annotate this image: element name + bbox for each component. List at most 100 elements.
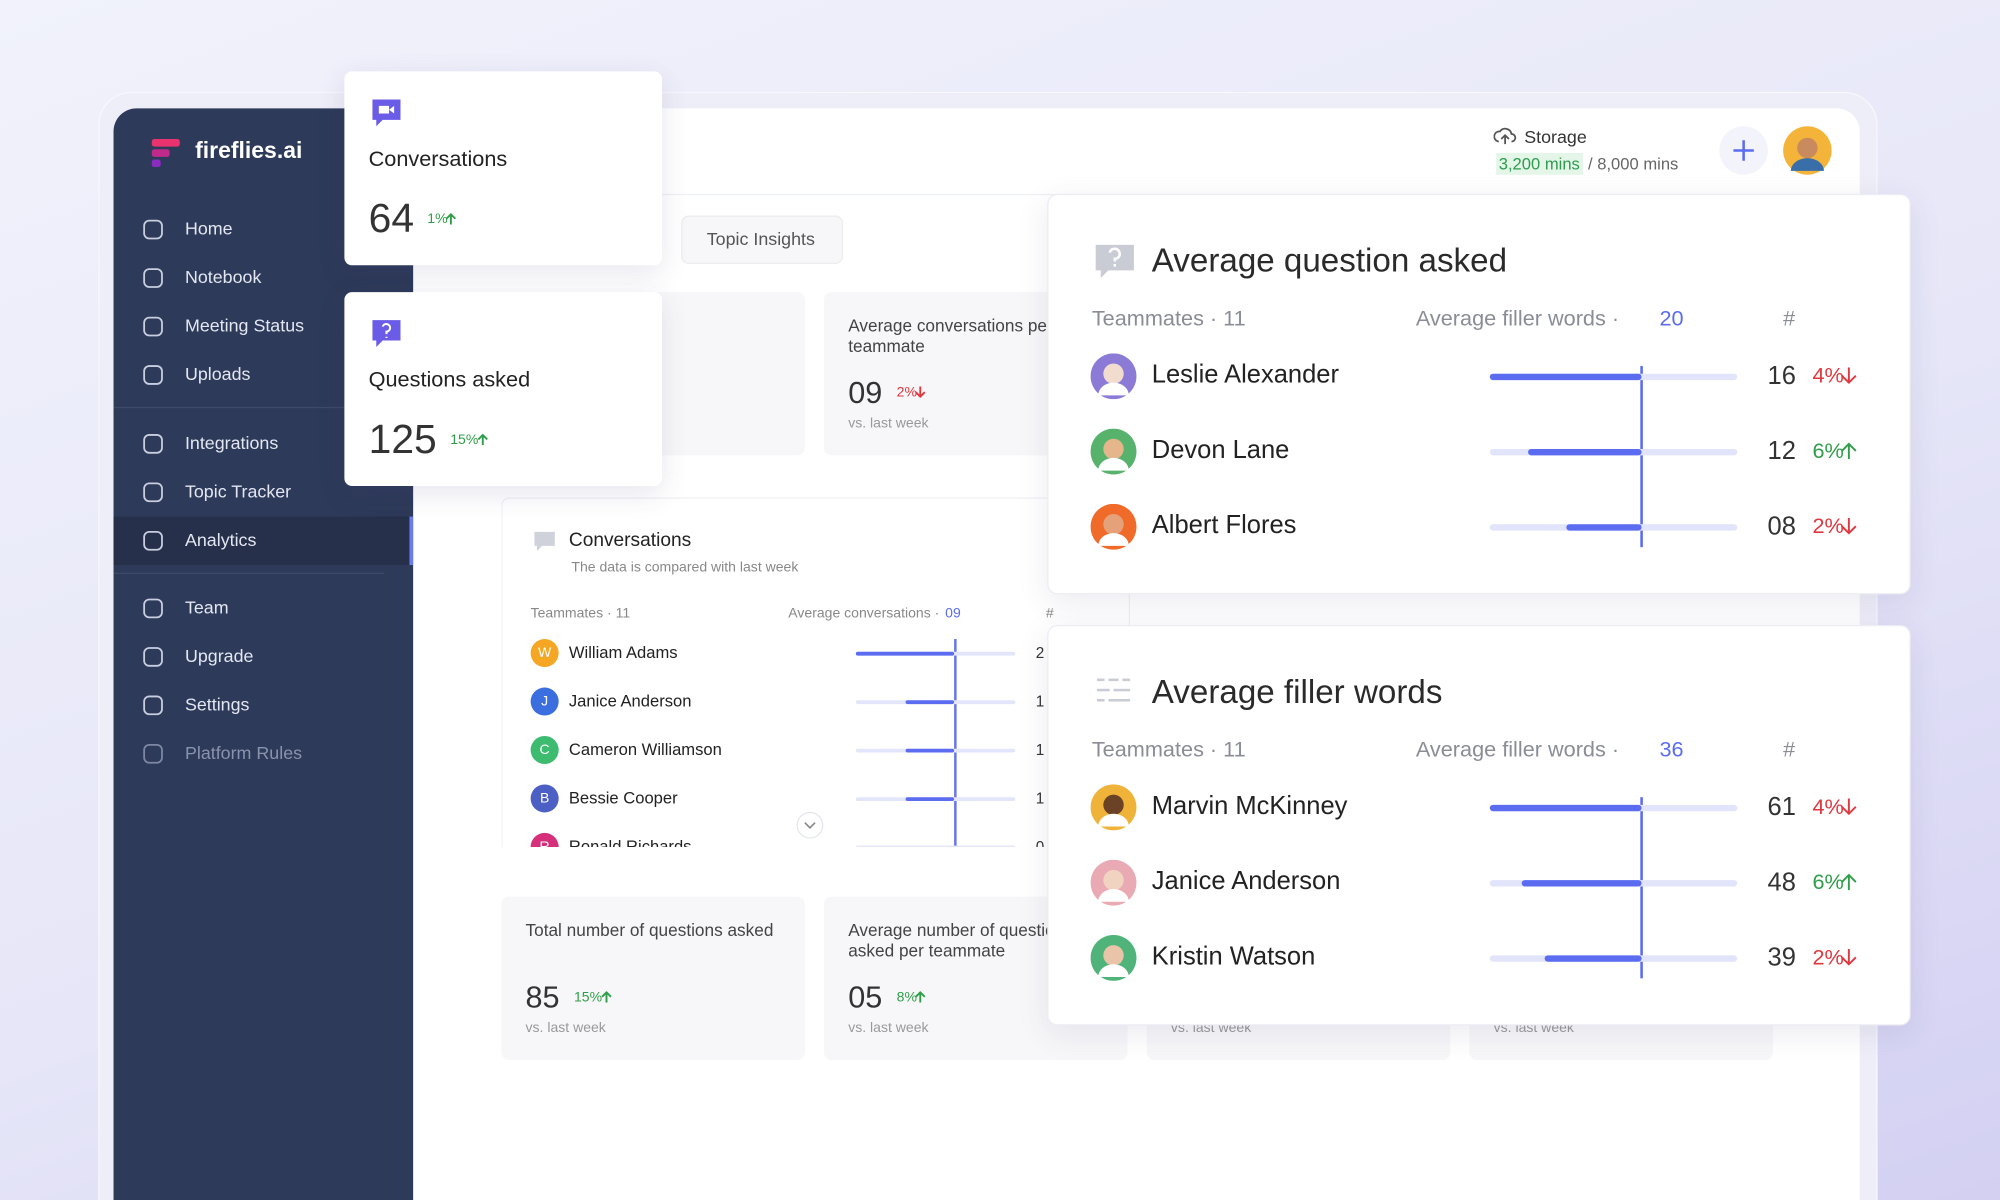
bar-track — [855, 845, 1016, 847]
stat-note: vs. last week — [848, 415, 929, 432]
member-value: 39 — [1767, 943, 1796, 972]
panel-title: Conversations — [568, 529, 692, 552]
col-header: Teammates · 11 — [530, 605, 631, 622]
nav-item[interactable]: Notebook — [184, 266, 262, 287]
add-button[interactable] — [1718, 125, 1769, 176]
card-title: Questions asked — [368, 367, 531, 392]
bar — [855, 651, 955, 655]
trend-arrow — [477, 433, 488, 446]
bar — [1544, 954, 1642, 962]
bar — [1527, 448, 1642, 455]
member-name: William Adams — [568, 642, 678, 662]
storage-total: / 8,000 mins — [1588, 154, 1679, 174]
card-change: 15% — [450, 432, 479, 448]
storage-label: Storage — [1524, 126, 1587, 147]
col-header: Teammates · 11 — [1091, 306, 1246, 331]
average-line — [1640, 366, 1643, 548]
user-avatar[interactable] — [1782, 125, 1833, 176]
nav-icon — [143, 434, 163, 454]
nav-icon — [143, 530, 163, 551]
nav-icon — [143, 219, 163, 240]
trend-arrow — [445, 213, 457, 225]
member-name: Janice Anderson — [568, 691, 692, 711]
initial-avatar — [530, 784, 559, 813]
insight-card: Average filler words Teammates · 11 Averag… — [1047, 624, 1911, 1026]
col-header-value: 36 — [1659, 737, 1684, 762]
member-change: 2% — [1812, 945, 1844, 970]
nav-item[interactable]: Topic Tracker — [184, 480, 292, 502]
initial-avatar — [530, 832, 559, 847]
initial: R — [539, 839, 550, 847]
nav-icon — [143, 598, 163, 619]
col-header: Average filler words · — [1415, 737, 1620, 762]
card-title: Average filler words — [1151, 672, 1443, 711]
member-name: Kristin Watson — [1151, 942, 1316, 971]
member-avatar — [1090, 934, 1137, 981]
member-name: Ronald Richards — [568, 836, 692, 847]
cloud-icon — [1493, 127, 1517, 145]
member-value: 48 — [1767, 868, 1796, 897]
card-icon — [1095, 244, 1134, 279]
col-header: # — [1783, 306, 1796, 331]
nav-item[interactable]: Upgrade — [184, 645, 254, 666]
member-name: Janice Anderson — [1151, 867, 1341, 896]
logo — [151, 139, 180, 168]
member-avatar — [1090, 503, 1137, 550]
col-header: Average conversations · — [788, 605, 940, 622]
member-avatar — [1090, 859, 1137, 906]
stat-note: vs. last week — [525, 1020, 606, 1036]
insight-card: Average question asked Teammates · 11 Aver… — [1047, 193, 1911, 595]
brand: fireflies.ai — [195, 137, 303, 164]
nav-item[interactable]: Uploads — [184, 363, 251, 384]
tab[interactable] — [681, 215, 844, 265]
member-name: Bessie Cooper — [568, 788, 678, 808]
nav-item[interactable]: Platform Rules — [184, 742, 303, 763]
member-change: 4% — [1812, 794, 1844, 819]
divider — [113, 572, 384, 574]
trend-arrow — [1841, 517, 1857, 535]
stat-change: 2% — [896, 385, 917, 401]
nav-item[interactable]: Team — [184, 596, 229, 618]
member-value: 0 — [1035, 838, 1045, 847]
member-change: 6% — [1812, 869, 1844, 895]
nav-item[interactable]: Analytics — [184, 529, 257, 550]
bar — [904, 699, 955, 704]
bar — [1489, 804, 1642, 811]
nav-item[interactable]: Settings — [184, 693, 250, 715]
member-name: Albert Flores — [1151, 511, 1297, 540]
trend-arrow — [1841, 948, 1857, 966]
bar — [904, 796, 955, 801]
stat-value: 05 — [848, 980, 883, 1016]
initial: C — [539, 742, 550, 758]
member-value: 61 — [1767, 793, 1796, 822]
member-avatar — [1090, 428, 1137, 475]
nav-item[interactable]: Integrations — [184, 432, 279, 453]
trend-arrow — [1841, 798, 1857, 816]
float-card: Questions asked 125 15% — [344, 292, 662, 486]
stat-value: 85 — [525, 980, 560, 1016]
card-title: Conversations — [368, 146, 508, 171]
member-change: 6% — [1812, 438, 1844, 464]
tab-label[interactable]: Topic Insights — [706, 228, 815, 249]
stat-title: Total number of questions asked — [525, 920, 774, 941]
member-value: 08 — [1767, 512, 1796, 541]
initial-avatar — [530, 639, 559, 668]
stat-value: 09 — [848, 376, 883, 411]
trend-arrow — [915, 386, 926, 398]
nav-icon — [143, 647, 163, 667]
card-icon — [372, 320, 401, 347]
card-icon — [1096, 678, 1131, 702]
stat-card: Total number of questions asked 85 15% vs. … — [501, 896, 805, 1060]
nav-icon — [143, 268, 163, 288]
panel-icon — [534, 531, 555, 552]
trend-arrow — [915, 991, 926, 1003]
initial: B — [539, 790, 550, 807]
col-header: Teammates · 11 — [1091, 737, 1246, 762]
nav-item[interactable]: Home — [184, 218, 233, 239]
nav-item[interactable]: Meeting Status — [184, 315, 305, 336]
member-avatar — [1090, 353, 1137, 400]
card-icon — [372, 99, 401, 127]
member-value: 1 — [1035, 741, 1045, 759]
